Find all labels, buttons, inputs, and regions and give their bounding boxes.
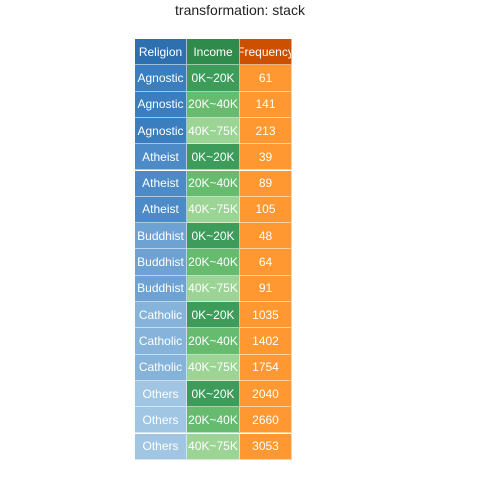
column-header: Frequency	[240, 39, 292, 65]
religion-cell: Others	[135, 407, 187, 433]
religion-cell: Others	[135, 381, 187, 407]
frequency-cell: 1035	[240, 302, 292, 328]
frequency-cell: 213	[240, 118, 292, 144]
income-cell: 0K~20K	[187, 302, 240, 328]
religion-cell: Agnostic	[135, 118, 187, 144]
frequency-cell: 89	[240, 171, 292, 197]
religion-cell: Atheist	[135, 171, 187, 197]
frequency-cell: 48	[240, 223, 292, 249]
column-header: Income	[187, 39, 240, 65]
income-cell: 0K~20K	[187, 144, 240, 170]
income-cell: 0K~20K	[187, 381, 240, 407]
frequency-cell: 141	[240, 92, 292, 118]
frequency-cell: 1402	[240, 328, 292, 354]
religion-cell: Atheist	[135, 197, 187, 223]
religion-cell: Buddhist	[135, 223, 187, 249]
income-cell: 20K~40K	[187, 407, 240, 433]
frequency-cell: 39	[240, 144, 292, 170]
income-cell: 40K~75K	[187, 118, 240, 144]
income-cell: 20K~40K	[187, 92, 240, 118]
frequency-cell: 64	[240, 249, 292, 275]
frequency-cell: 61	[240, 65, 292, 91]
column-header: Religion	[135, 39, 187, 65]
frequency-cell: 2040	[240, 381, 292, 407]
frequency-cell: 1754	[240, 355, 292, 381]
frequency-cell: 3053	[240, 434, 292, 460]
frequency-cell: 2660	[240, 407, 292, 433]
religion-cell: Catholic	[135, 302, 187, 328]
religion-cell: Buddhist	[135, 249, 187, 275]
income-cell: 40K~75K	[187, 355, 240, 381]
income-cell: 0K~20K	[187, 223, 240, 249]
income-cell: 40K~75K	[187, 434, 240, 460]
religion-cell: Catholic	[135, 355, 187, 381]
religion-cell: Agnostic	[135, 65, 187, 91]
religion-cell: Buddhist	[135, 276, 187, 302]
frequency-cell: 91	[240, 276, 292, 302]
religion-cell: Others	[135, 434, 187, 460]
religion-cell: Catholic	[135, 328, 187, 354]
income-cell: 40K~75K	[187, 197, 240, 223]
frequency-cell: 105	[240, 197, 292, 223]
religion-cell: Agnostic	[135, 92, 187, 118]
income-cell: 20K~40K	[187, 249, 240, 275]
income-cell: 20K~40K	[187, 171, 240, 197]
income-cell: 0K~20K	[187, 65, 240, 91]
religion-cell: Atheist	[135, 144, 187, 170]
income-cell: 40K~75K	[187, 276, 240, 302]
chart-title: transformation: stack	[0, 2, 480, 18]
income-cell: 20K~40K	[187, 328, 240, 354]
